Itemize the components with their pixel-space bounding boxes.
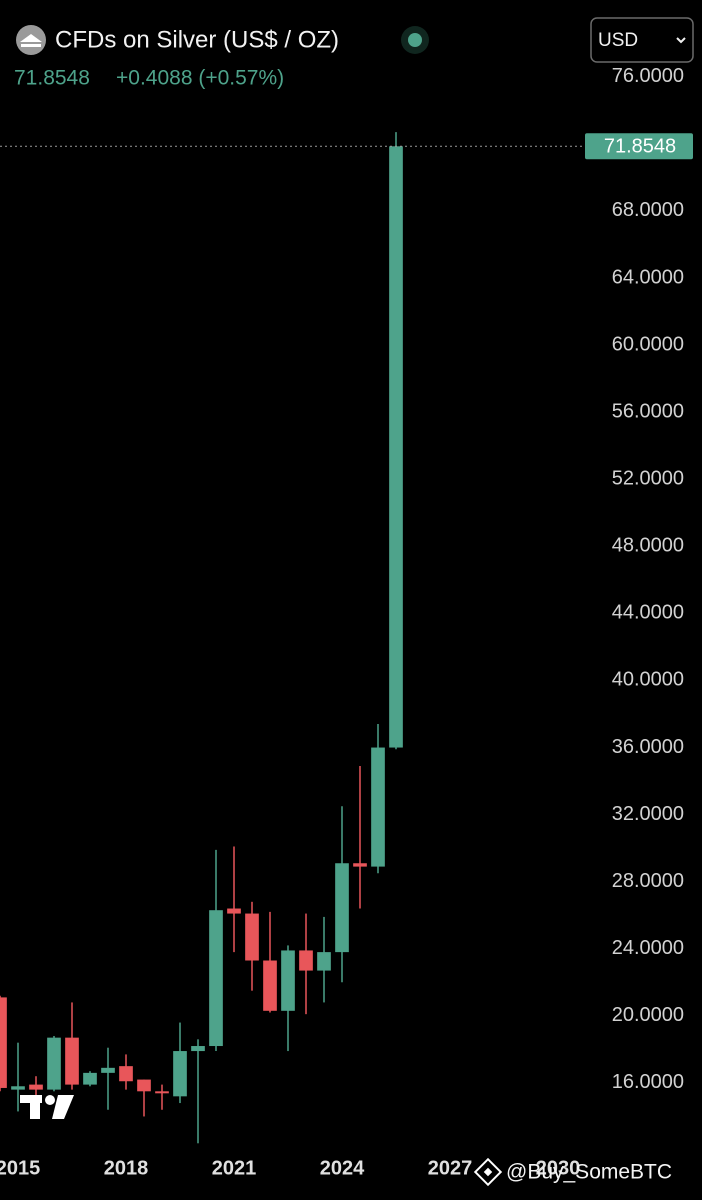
y-tick-label: 64.0000 (612, 266, 684, 288)
x-tick-label: 2015 (0, 1157, 40, 1179)
candle-body (371, 747, 385, 867)
y-tick-label: 20.0000 (612, 1004, 684, 1026)
candle-body (29, 1084, 43, 1090)
tradingview-logo (20, 1095, 74, 1119)
candle-body (281, 950, 295, 1011)
candle-body (155, 1091, 169, 1094)
candle-body (119, 1066, 133, 1082)
x-tick-label: 2030 (536, 1157, 581, 1179)
y-tick-label: 44.0000 (612, 602, 684, 624)
candle-body (11, 1086, 25, 1090)
candle-body (65, 1037, 79, 1085)
currency-label[interactable]: USD (598, 30, 638, 51)
y-tick-label: 76.0000 (612, 65, 684, 87)
last-price: 71.8548 (14, 67, 90, 90)
y-tick-label: 24.0000 (612, 937, 684, 959)
candle-body (353, 863, 367, 867)
x-tick-label: 2018 (104, 1157, 149, 1179)
candle-body (83, 1072, 97, 1085)
last-price-tag (585, 133, 693, 160)
plot-area: 16.0000 20.0000 24.0000 28.0000 32.0000 36.00… (0, 65, 693, 1179)
candle-body (0, 997, 7, 1088)
y-tick-label: 36.0000 (612, 736, 684, 758)
symbol-title: CFDs on Silver (US$ / OZ) (55, 26, 339, 53)
y-tick-label: 56.0000 (612, 400, 684, 422)
candle-body (299, 950, 313, 971)
candle-body (263, 960, 277, 1011)
candle-body (335, 863, 349, 953)
y-tick-label: 60.0000 (612, 333, 684, 355)
currency-select[interactable]: USD (590, 17, 694, 63)
y-tick-label: 16.0000 (612, 1071, 684, 1093)
market-status[interactable] (408, 33, 422, 47)
y-tick-label: 52.0000 (612, 468, 684, 490)
price-change: +0.4088 (+0.57%) (116, 67, 284, 90)
candle-body (389, 146, 403, 748)
y-tick-label: 48.0000 (612, 535, 684, 557)
candle-body (173, 1051, 187, 1097)
symbol-logo (16, 25, 46, 55)
candle-body (227, 908, 241, 914)
y-tick-label: 32.0000 (612, 803, 684, 825)
x-tick-label: 2024 (320, 1157, 365, 1179)
y-tick-label: 68.0000 (612, 199, 684, 221)
x-tick-label: 2027 (428, 1157, 473, 1179)
candle-body (245, 913, 259, 961)
candle-body (137, 1079, 151, 1092)
candle-body (317, 952, 331, 971)
candle-body (209, 910, 223, 1047)
x-tick-label: 2021 (212, 1157, 257, 1179)
last-price-tag-label: 71.8548 (604, 136, 676, 158)
candle-body (101, 1067, 115, 1073)
y-tick-label: 40.0000 (612, 669, 684, 691)
candle-body (191, 1046, 205, 1052)
candle-body (47, 1037, 61, 1090)
y-tick-label: 28.0000 (612, 870, 684, 892)
watermark: @Buy_SomeBTC (506, 1161, 672, 1184)
